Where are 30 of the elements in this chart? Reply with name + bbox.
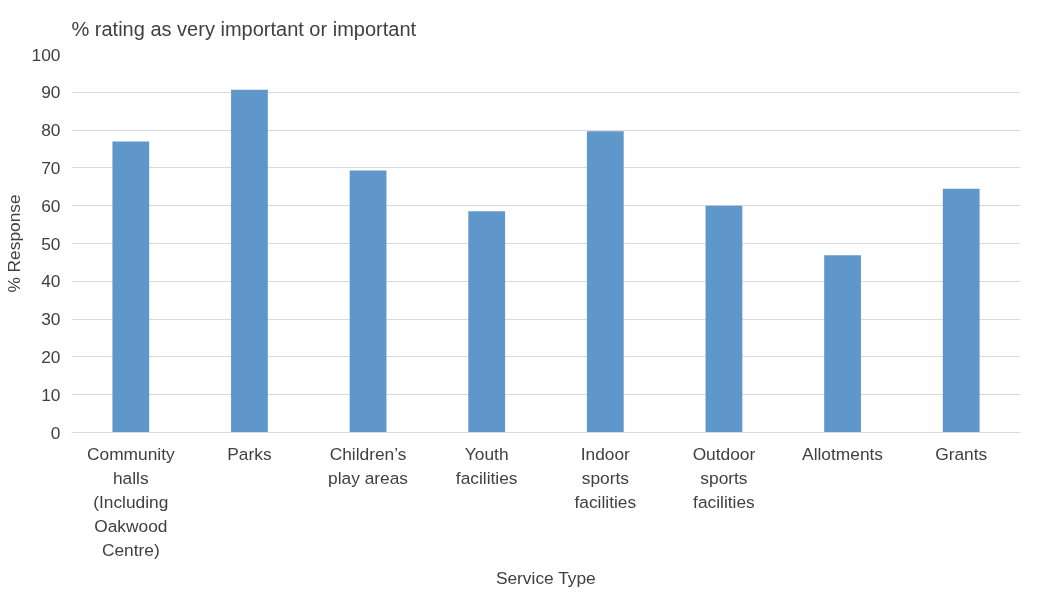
x-axis-title: Service Type [495, 567, 596, 588]
y-tick-label: 50 [41, 233, 61, 254]
bar [586, 131, 624, 433]
bar [824, 255, 861, 433]
y-tick-label: 70 [41, 157, 61, 178]
x-tick-label: Community halls (Including Oakwood Centre) [87, 443, 175, 560]
x-tick-label: Allotments [802, 443, 884, 464]
x-tick-label: Grants [935, 443, 988, 464]
bar [231, 89, 268, 433]
y-tick-label: 10 [41, 384, 61, 405]
y-tick-label: 20 [41, 346, 61, 367]
x-tick-label: Indoor sports facilities [574, 443, 637, 512]
y-tick-label: 0 [50, 422, 61, 443]
bar [349, 170, 387, 433]
bar [705, 205, 743, 433]
y-tick-label: 80 [41, 120, 61, 141]
y-axis-title: % Response [3, 194, 24, 293]
chart-title: % rating as very important or important [71, 17, 417, 40]
y-tick-label: 100 [31, 44, 61, 65]
y-tick-label: 90 [41, 82, 61, 103]
y-tick-label: 30 [41, 309, 61, 330]
bar [468, 211, 506, 433]
x-tick-label: Children’s play areas [328, 443, 409, 488]
y-tick-label: 40 [41, 271, 61, 292]
x-tick-label: Outdoor sports facilities [692, 443, 756, 512]
x-tick-label: Parks [227, 443, 272, 464]
x-tick-label: Youth facilities [455, 443, 518, 488]
bar [112, 141, 150, 433]
y-tick-label: 60 [41, 195, 61, 216]
bar [942, 188, 980, 433]
